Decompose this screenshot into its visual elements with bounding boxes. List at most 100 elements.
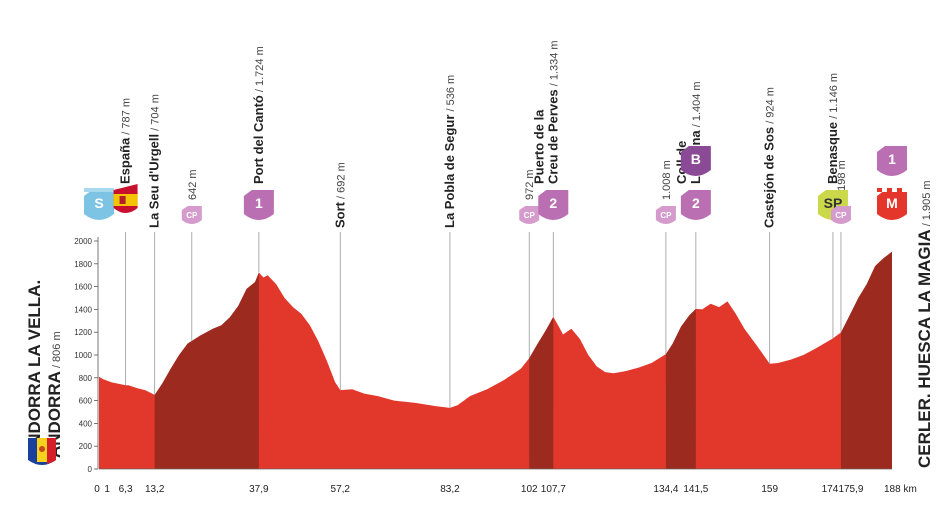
badge-shape bbox=[680, 146, 711, 176]
x-tick-label: 188 km bbox=[884, 484, 917, 495]
y-tick-label: 400 bbox=[79, 419, 93, 428]
checkpoint-badge: CP bbox=[655, 206, 676, 224]
point-name: Creu de Perves bbox=[545, 89, 560, 184]
point-name-label: La Seu d'Urgell / 704 m bbox=[147, 94, 162, 228]
point-name-label: Port del Cantó / 1.724 m bbox=[251, 46, 266, 184]
x-tick-label: 37,9 bbox=[249, 484, 269, 495]
x-tick-label: 159 bbox=[761, 484, 778, 495]
climb-segment bbox=[840, 251, 892, 469]
badge-text: S bbox=[94, 195, 103, 211]
point-name: La Pobla de Segur bbox=[442, 115, 457, 228]
category-badge: M bbox=[877, 188, 907, 220]
x-tick-label: 0 bbox=[94, 484, 100, 495]
checkpoint-altitude: 972 m bbox=[524, 169, 536, 200]
category-badge: 2 bbox=[538, 190, 569, 220]
checkpoint-text: CP bbox=[660, 211, 672, 220]
category-badge: 1 bbox=[243, 190, 274, 220]
x-axis: 0 1 6,3 13,2 37,9 57,2 83,2 102 107,7 134,4 141,5 1… bbox=[94, 484, 917, 495]
point-altitude: / 536 m bbox=[445, 75, 457, 115]
x-tick-label: 57,2 bbox=[331, 484, 351, 495]
x-tick-label: 1 bbox=[104, 484, 110, 495]
point-name-label: Creu de Perves / 1.334 m bbox=[545, 40, 560, 184]
checkpoint-badge: CP bbox=[830, 206, 851, 224]
point-altitude: / 704 m bbox=[150, 94, 162, 134]
y-tick-label: 1800 bbox=[74, 260, 92, 269]
x-tick-label: 174 bbox=[822, 484, 839, 495]
point-altitude: / 1.404 m bbox=[691, 81, 703, 130]
y-tick-label: 0 bbox=[88, 465, 93, 474]
checkpoint-shape bbox=[181, 206, 202, 224]
finish-altitude: / 1.905 m bbox=[921, 180, 933, 229]
finish-label: CERLER. HUESCA LA MAGIA / 1.905 m bbox=[915, 180, 934, 468]
finish-checker bbox=[892, 188, 897, 192]
badge-shape bbox=[243, 190, 274, 220]
secondary-badge: 1 bbox=[877, 146, 907, 176]
point-name: La Seu d'Urgell bbox=[147, 134, 162, 228]
badge-text: 1 bbox=[888, 151, 896, 167]
checkpoint-badge: CP bbox=[181, 206, 202, 224]
point-name: Sort bbox=[332, 201, 347, 228]
badge-text: 1 bbox=[255, 195, 263, 211]
point-name-label: Benasque / 1.146 m bbox=[825, 73, 840, 184]
y-tick-label: 600 bbox=[79, 397, 93, 406]
x-tick-label: 6,3 bbox=[119, 484, 133, 495]
finish-checker bbox=[882, 188, 887, 192]
badge-shape bbox=[877, 146, 907, 176]
badge-shape bbox=[84, 190, 114, 220]
point-altitude: / 1.334 m bbox=[548, 40, 560, 89]
y-tick-label: 1200 bbox=[74, 328, 92, 337]
point-name-label: Puerto de la bbox=[531, 109, 546, 184]
elevation-area bbox=[99, 251, 892, 470]
y-tick-label: 200 bbox=[79, 442, 93, 451]
finish-checker bbox=[897, 188, 902, 192]
y-tick-label: 800 bbox=[79, 374, 93, 383]
category-badge: S bbox=[84, 188, 114, 220]
point-altitude: / 1.146 m bbox=[828, 73, 840, 122]
checkpoint-text: CP bbox=[835, 211, 847, 220]
start-country: ANDORRA bbox=[45, 371, 64, 458]
finish-checker bbox=[887, 188, 892, 192]
x-tick-label: 175,9 bbox=[838, 484, 863, 495]
checkpoint-badge: CP bbox=[519, 206, 540, 224]
y-tick-label: 1400 bbox=[74, 305, 92, 314]
category-badge: 2 bbox=[680, 190, 711, 220]
point-altitude: / 787 m bbox=[121, 98, 133, 138]
badge-text: M bbox=[886, 195, 898, 211]
secondary-badge: B bbox=[680, 146, 711, 176]
flag-crest bbox=[119, 196, 126, 204]
x-tick-label: 83,2 bbox=[440, 484, 460, 495]
point-name-label: Castejón de Sos / 924 m bbox=[762, 87, 777, 228]
checkpoint-altitude: 642 m bbox=[187, 169, 199, 200]
point-lines bbox=[125, 232, 842, 408]
finish-city: CERLER. HUESCA LA MAGIA bbox=[915, 229, 934, 468]
climb-segment bbox=[665, 308, 696, 469]
flag-yellow bbox=[113, 194, 138, 206]
y-tick-label: 1000 bbox=[74, 351, 92, 360]
x-tick-label: 134,4 bbox=[653, 484, 678, 495]
andorra-flag-icon bbox=[28, 438, 56, 465]
spain-flag-icon bbox=[113, 184, 138, 213]
point-altitude: / 692 m bbox=[335, 162, 347, 202]
badge-shape bbox=[680, 190, 711, 220]
badge-text: 2 bbox=[692, 195, 700, 211]
climb-segment bbox=[529, 316, 554, 469]
checkpoint-shape bbox=[830, 206, 851, 224]
y-tick-label: 2000 bbox=[74, 237, 92, 246]
point-altitude: / 924 m bbox=[765, 87, 777, 127]
start-altitude: / 806 m bbox=[51, 331, 63, 371]
start-city: ANDORRA LA VELLA. bbox=[25, 280, 44, 458]
point-name: Benasque bbox=[825, 122, 840, 184]
point-name: Puerto de la bbox=[531, 109, 546, 184]
checkpoint-text: CP bbox=[524, 211, 536, 220]
climb-segment bbox=[154, 272, 259, 469]
point-name: España bbox=[118, 137, 133, 184]
point-name: Castejón de Sos bbox=[762, 127, 777, 228]
x-tick-label: 13,2 bbox=[145, 484, 165, 495]
checkpoint-shape bbox=[519, 206, 540, 224]
finish-checker bbox=[902, 188, 907, 192]
badge-shape bbox=[877, 190, 907, 220]
point-name-label: España / 787 m bbox=[118, 98, 133, 184]
point-name-label: La Pobla de Segur / 536 m bbox=[442, 75, 457, 228]
badge-text: 2 bbox=[549, 195, 557, 211]
